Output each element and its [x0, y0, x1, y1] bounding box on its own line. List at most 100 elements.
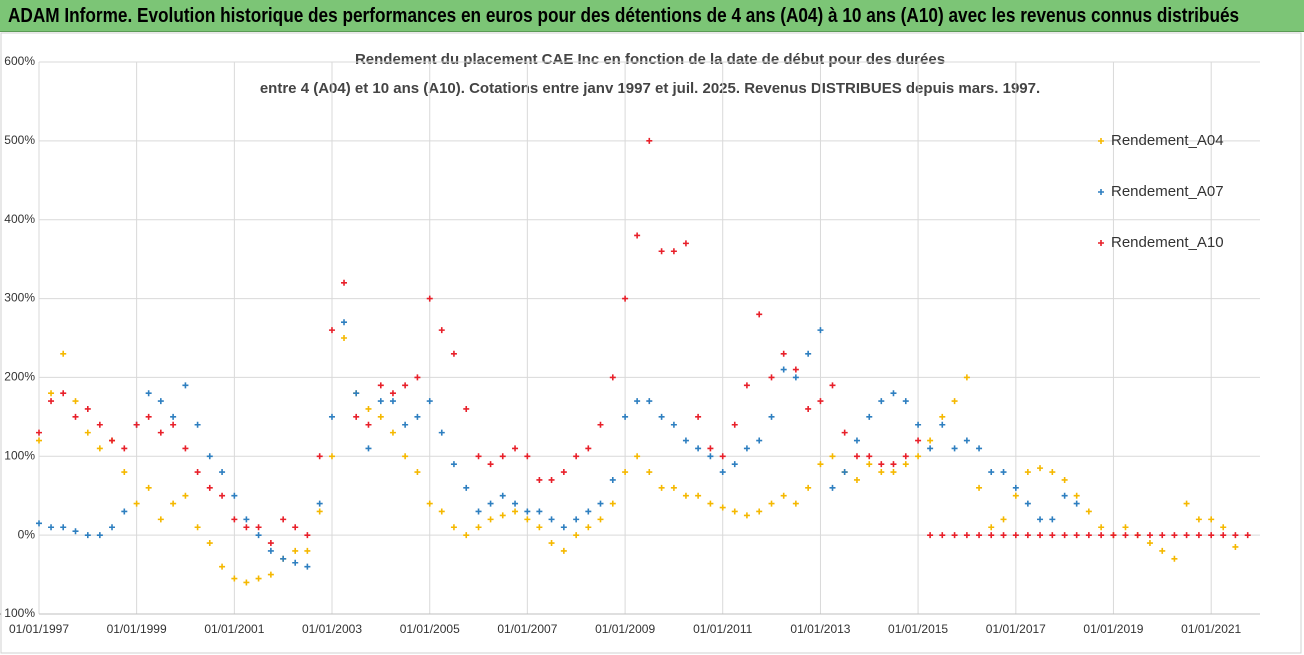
- point: [280, 516, 287, 523]
- point: [939, 421, 946, 428]
- point: [1098, 532, 1105, 539]
- point: [1159, 532, 1166, 539]
- point: [36, 437, 42, 444]
- point: [316, 500, 323, 507]
- point: [1012, 532, 1019, 539]
- point: [377, 413, 384, 420]
- point: [536, 476, 543, 483]
- point: [206, 540, 213, 547]
- x-tick-label: 01/01/2013: [790, 622, 850, 636]
- chart: Rendement du placement CAE Inc en foncti…: [0, 32, 1302, 654]
- point: [1000, 469, 1007, 476]
- point: [157, 516, 164, 523]
- point: [512, 508, 519, 515]
- point: [829, 453, 836, 460]
- point: [402, 453, 409, 460]
- point: [939, 413, 946, 420]
- point: [743, 512, 750, 519]
- point: [121, 445, 128, 452]
- y-tick-label: 0%: [18, 527, 36, 541]
- point: [1085, 532, 1092, 539]
- point: [365, 421, 372, 428]
- point: [585, 445, 592, 452]
- x-tick-label: 01/01/2007: [497, 622, 557, 636]
- point: [365, 445, 372, 452]
- point: [255, 575, 262, 582]
- point: [792, 366, 799, 373]
- point: [243, 524, 250, 531]
- point: [1171, 555, 1178, 562]
- point: [231, 492, 238, 499]
- point: [597, 500, 604, 507]
- point: [817, 327, 824, 334]
- point: [389, 429, 396, 436]
- point: [1049, 469, 1056, 476]
- point: [548, 516, 555, 523]
- point: [1073, 532, 1080, 539]
- point: [829, 382, 836, 389]
- banner-title: ADAM Informe. Evolution historique des p…: [8, 5, 1240, 27]
- point: [255, 532, 262, 539]
- point: [316, 453, 323, 460]
- point: [182, 382, 189, 389]
- point: [695, 492, 702, 499]
- point: [304, 532, 311, 539]
- point: [389, 398, 396, 405]
- point: [560, 547, 567, 554]
- point: [304, 563, 311, 570]
- point: [902, 461, 909, 468]
- point: [634, 398, 641, 405]
- point: [1146, 540, 1153, 547]
- point: [524, 508, 531, 515]
- point: [719, 504, 726, 511]
- x-tick-label: 01/01/2011: [693, 622, 752, 636]
- point: [487, 516, 494, 523]
- point: [976, 445, 983, 452]
- point: [915, 421, 922, 428]
- point: [1037, 532, 1044, 539]
- point: [951, 398, 958, 405]
- point: [1049, 532, 1056, 539]
- point: [731, 461, 738, 468]
- point: [853, 476, 860, 483]
- point: [243, 516, 250, 523]
- point: [756, 437, 763, 444]
- point: [951, 445, 958, 452]
- point: [450, 350, 457, 357]
- point: [206, 484, 213, 491]
- point: [805, 350, 812, 357]
- point: [927, 445, 934, 452]
- point: [768, 374, 775, 381]
- point: [780, 366, 787, 373]
- point: [60, 350, 67, 357]
- point: [622, 295, 629, 302]
- point: [963, 532, 970, 539]
- point: [402, 382, 409, 389]
- point: [96, 532, 103, 539]
- point: [524, 453, 531, 460]
- point: [768, 413, 775, 420]
- point: [96, 445, 103, 452]
- point: [499, 492, 506, 499]
- point: [292, 559, 299, 566]
- point: [951, 532, 958, 539]
- point: [536, 524, 543, 531]
- y-tick-label: 500%: [4, 133, 35, 147]
- point: [1220, 524, 1227, 531]
- x-tick-label: 01/01/1997: [9, 622, 69, 636]
- x-tick-label: 01/01/2001: [204, 622, 264, 636]
- point: [670, 484, 677, 491]
- point: [634, 232, 641, 239]
- point: [1061, 476, 1068, 483]
- point: [84, 429, 91, 436]
- point: [182, 445, 189, 452]
- point: [157, 398, 164, 405]
- point: [817, 461, 824, 468]
- point: [915, 453, 922, 460]
- point: [768, 500, 775, 507]
- point: [267, 547, 274, 554]
- point: [438, 327, 445, 334]
- point: [389, 390, 396, 397]
- point: [280, 555, 287, 562]
- point: [133, 421, 140, 428]
